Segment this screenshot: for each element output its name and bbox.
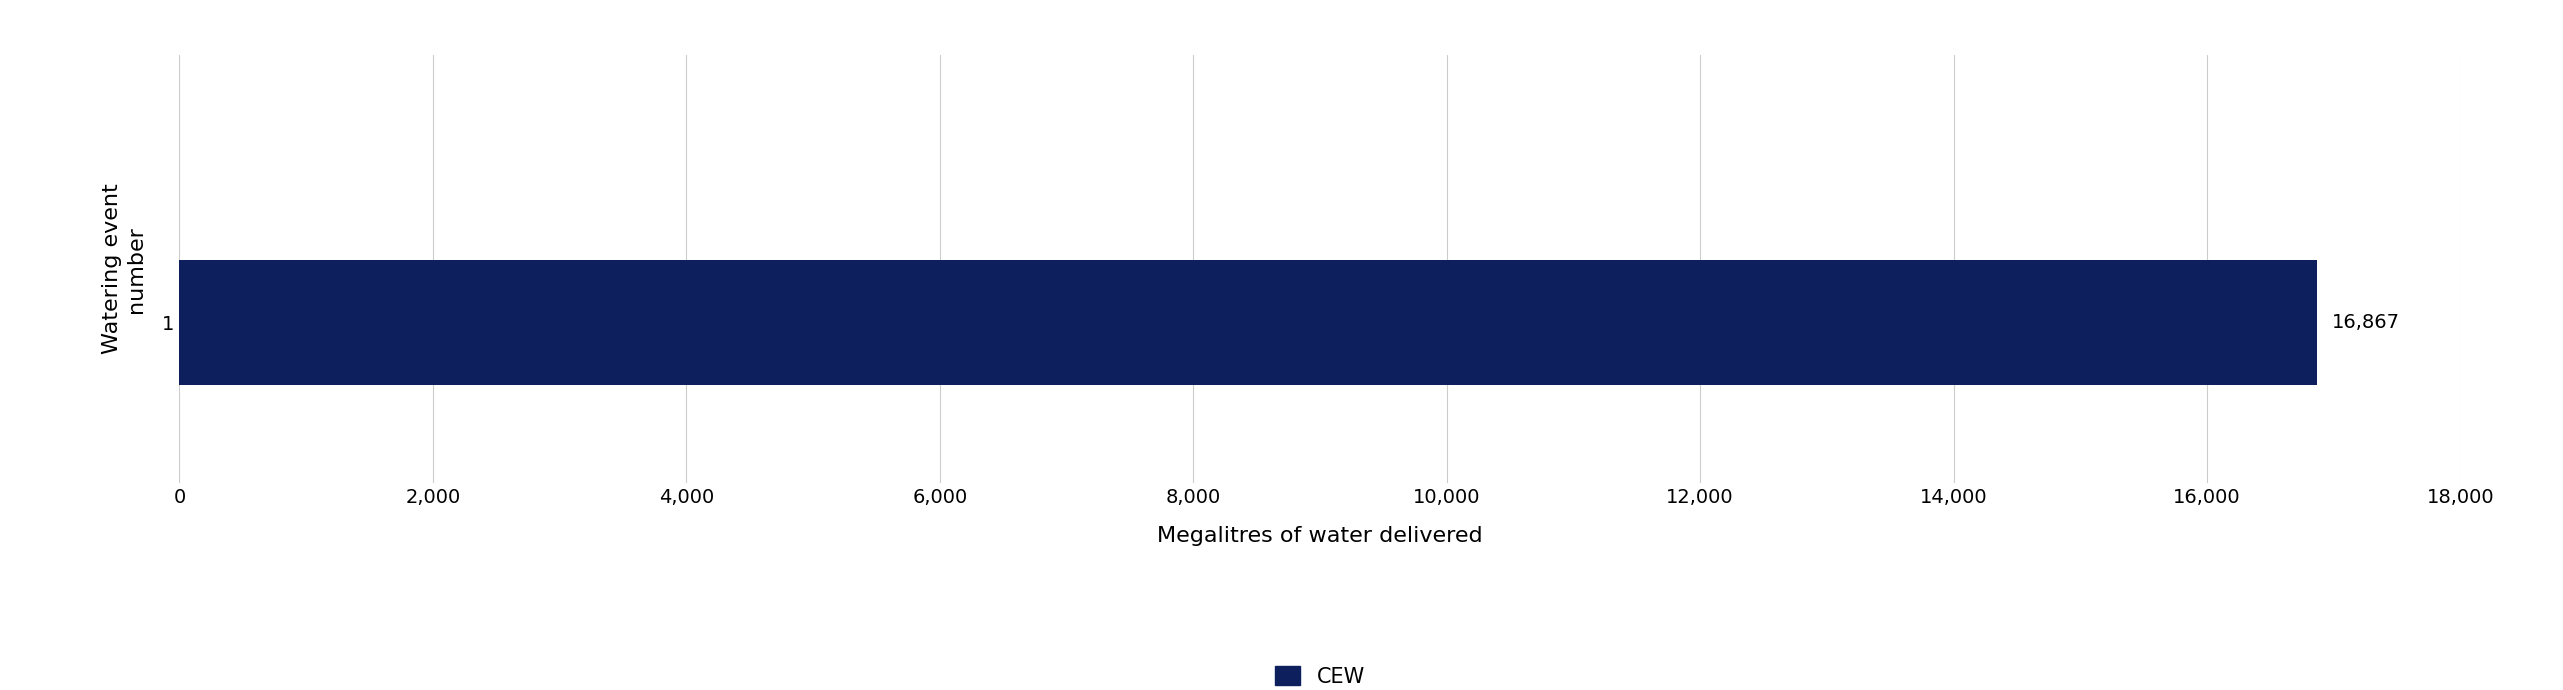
Legend: CEW: CEW: [1266, 658, 1374, 690]
Text: 16,867: 16,867: [2332, 313, 2399, 332]
Y-axis label: Watering event
number: Watering event number: [103, 184, 146, 355]
Bar: [179, 260, 2317, 385]
X-axis label: Megalitres of water delivered: Megalitres of water delivered: [1156, 526, 1484, 546]
